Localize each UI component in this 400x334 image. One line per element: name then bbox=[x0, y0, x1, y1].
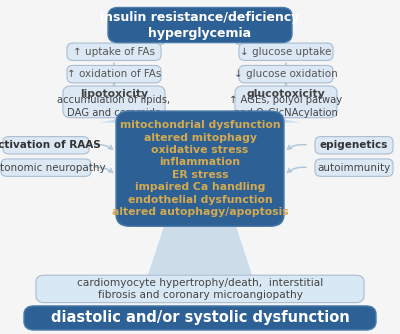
Text: lipotoxicity: lipotoxicity bbox=[80, 89, 148, 99]
Text: epigenetics: epigenetics bbox=[320, 140, 388, 150]
FancyBboxPatch shape bbox=[315, 137, 393, 154]
Polygon shape bbox=[100, 111, 174, 118]
FancyBboxPatch shape bbox=[235, 86, 337, 118]
FancyBboxPatch shape bbox=[315, 159, 393, 176]
FancyBboxPatch shape bbox=[116, 111, 284, 226]
Text: ↑ oxidation of FAs: ↑ oxidation of FAs bbox=[67, 69, 161, 79]
FancyBboxPatch shape bbox=[36, 275, 364, 303]
Polygon shape bbox=[226, 111, 300, 123]
Text: cardiomyocyte hypertrophy/death,  interstitial
fibrosis and coronary microangiop: cardiomyocyte hypertrophy/death, interst… bbox=[77, 278, 323, 300]
Polygon shape bbox=[111, 103, 162, 132]
Text: mitochondrial dysfunction
altered mitophagy
oxidative stress
inflammation
ER str: mitochondrial dysfunction altered mitoph… bbox=[112, 120, 288, 217]
Text: ↑ AGEs, polyol patway
and O-GlcNAcylation: ↑ AGEs, polyol patway and O-GlcNAcylatio… bbox=[230, 95, 342, 118]
FancyBboxPatch shape bbox=[1, 159, 91, 176]
Text: glucotoxicity: glucotoxicity bbox=[247, 89, 325, 99]
Text: ↓ glucose oxidation: ↓ glucose oxidation bbox=[234, 69, 338, 79]
Text: insulin resistance/deficiency
hyperglycemia: insulin resistance/deficiency hyperglyce… bbox=[100, 11, 300, 39]
Polygon shape bbox=[226, 111, 300, 118]
Text: activation of RAAS: activation of RAAS bbox=[0, 140, 101, 150]
Polygon shape bbox=[238, 103, 289, 132]
FancyBboxPatch shape bbox=[24, 306, 376, 330]
FancyBboxPatch shape bbox=[67, 43, 161, 60]
Text: ↓ glucose uptake: ↓ glucose uptake bbox=[240, 47, 332, 57]
FancyBboxPatch shape bbox=[108, 7, 292, 42]
Text: accumulation of lipids,
DAG and ceramide: accumulation of lipids, DAG and ceramide bbox=[58, 95, 170, 118]
Polygon shape bbox=[148, 226, 252, 275]
FancyBboxPatch shape bbox=[63, 86, 165, 118]
FancyBboxPatch shape bbox=[239, 43, 333, 60]
Text: diastolic and/or systolic dysfunction: diastolic and/or systolic dysfunction bbox=[51, 311, 349, 325]
Text: autoimmunity: autoimmunity bbox=[317, 163, 391, 173]
FancyBboxPatch shape bbox=[3, 137, 89, 154]
Text: autonomic neuropathy: autonomic neuropathy bbox=[0, 163, 105, 173]
Polygon shape bbox=[100, 111, 174, 123]
FancyBboxPatch shape bbox=[67, 65, 161, 83]
FancyBboxPatch shape bbox=[239, 65, 333, 83]
Text: ↑ uptake of FAs: ↑ uptake of FAs bbox=[73, 47, 155, 57]
